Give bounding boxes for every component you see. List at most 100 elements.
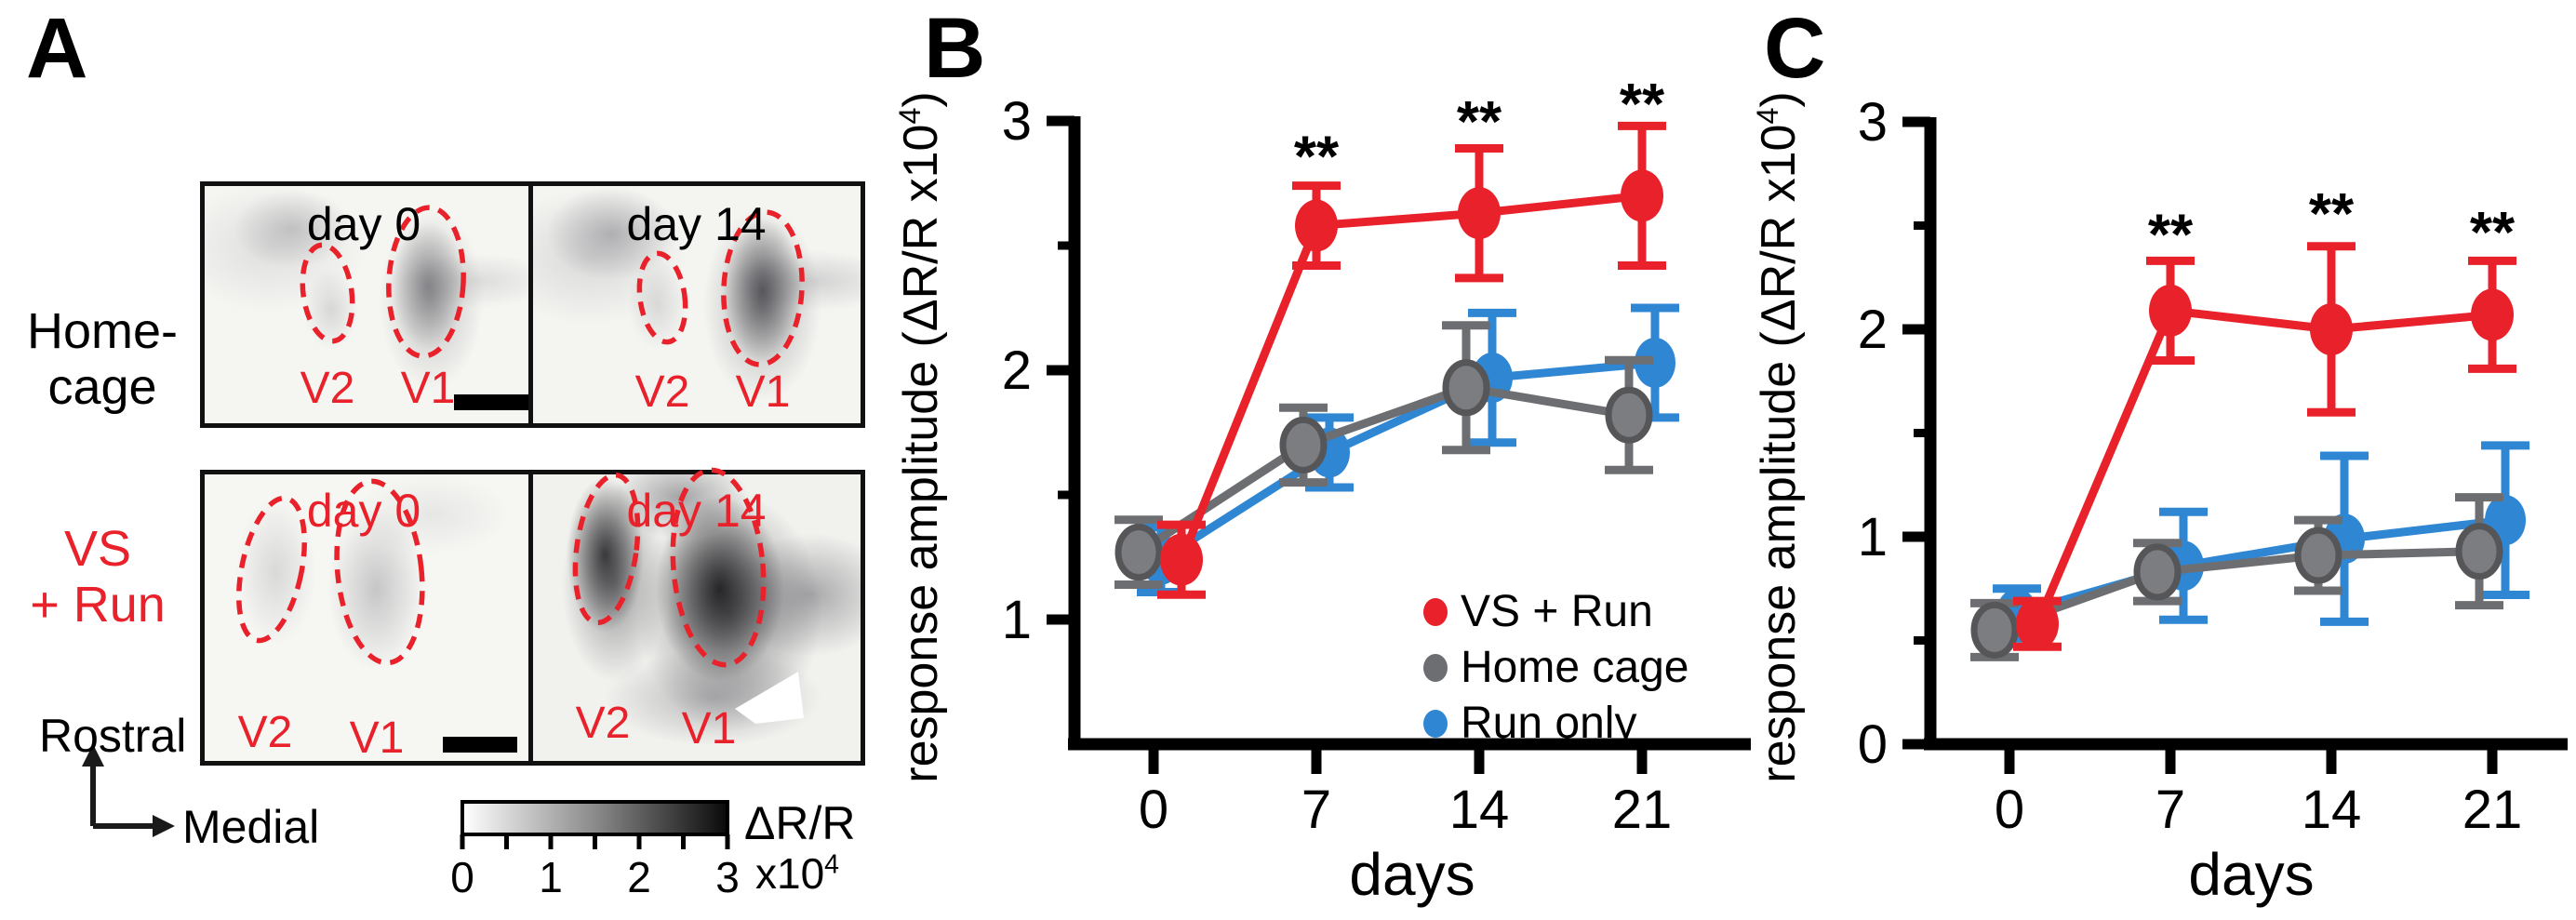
imaging-homecage-day0 [205, 186, 528, 423]
series-line-gray [1136, 383, 1630, 556]
v1-outline-ellipse [670, 467, 767, 668]
data-point-blue [1635, 337, 1675, 388]
v1-region-label: V1 [735, 367, 791, 417]
data-point-red [2310, 303, 2353, 355]
legend-item-home-cage: Home cage [1423, 642, 1688, 693]
x-tick-label: 14 [1449, 780, 1510, 840]
panel-c-letter: C [1764, 1, 1826, 96]
legend-dot-home-cage [1423, 653, 1448, 682]
vsrun-frame-divider [528, 470, 533, 766]
data-point-gray [1279, 416, 1328, 473]
legend-item-run-only: Run only [1423, 698, 1636, 749]
data-point-red [1160, 533, 1203, 586]
series-line-red [2033, 306, 2493, 626]
v2-outline-ellipse [300, 242, 355, 344]
y-title-sup: 4 [892, 107, 927, 125]
colorbar-tick-1: 1 [539, 853, 563, 901]
data-point-gray [1114, 524, 1163, 581]
x-tick-label: 21 [1612, 780, 1673, 840]
data-point-red [1458, 187, 1501, 240]
v1-region-label: V1 [400, 364, 456, 413]
v1-region-label: V1 [681, 704, 737, 753]
imaging-artifact [735, 672, 804, 724]
scale-bar [454, 394, 528, 410]
legend-dot-run-only [1423, 709, 1448, 738]
homecage-day14-label: day 14 [626, 198, 767, 250]
data-point-gray [2133, 543, 2182, 601]
panel-a-letter: A [26, 1, 88, 96]
x-tick-label: 0 [1995, 780, 2024, 840]
x-tick-label: 21 [2463, 780, 2523, 840]
homecage-row-label-line2: cage [47, 359, 157, 415]
v1-region-label: V1 [349, 713, 405, 763]
v1-outline-ellipse [386, 205, 466, 359]
vsrun-row-label-line1: VS [63, 521, 132, 577]
significance-marker: ** [1294, 126, 1340, 190]
data-point-gray [1970, 601, 2019, 659]
y-tick-label: 0 [1858, 714, 1888, 775]
y-tick-label: 1 [1002, 590, 1032, 650]
series-line-gray [1993, 547, 2480, 634]
x-tick-label: 14 [2302, 780, 2362, 840]
data-point-red [1295, 199, 1338, 252]
colorbar-tick-3: 3 [715, 853, 740, 901]
v2-region-label: V2 [575, 699, 631, 748]
data-point-red [2149, 284, 2192, 337]
y-tick-label: 1 [1858, 507, 1888, 567]
significance-marker: ** [1620, 73, 1665, 137]
scale-bar [443, 737, 517, 753]
colorbar-tick-0: 0 [450, 853, 474, 901]
colorbar-unit-label: ΔR/R [744, 797, 856, 849]
imaging-homecage-day14 [533, 186, 861, 423]
significance-marker: ** [1457, 90, 1502, 154]
x-tick-label: 0 [1139, 780, 1168, 840]
v1-outline-ellipse [721, 209, 805, 367]
homecage-row-label-line1: Home- [26, 303, 179, 359]
data-point-gray [2455, 523, 2503, 580]
vsrun-day0-label: day 0 [306, 485, 421, 537]
y-tick-label: 2 [1002, 340, 1032, 401]
homecage-frame-divider [528, 181, 533, 428]
data-point-gray [1442, 359, 1490, 417]
vsrun-row-label-line2: + Run [30, 577, 166, 633]
homecage-day0-label: day 0 [306, 198, 421, 250]
chart-b-y-axis-title: response amplitude (ΔR/R x104) [893, 91, 949, 782]
legend-label-home-cage: Home cage [1461, 643, 1689, 692]
series-line-red [1177, 191, 1643, 562]
y-title-text: response amplitude (ΔR/R x10 [1752, 124, 1807, 783]
y-tick-label: 2 [1858, 300, 1888, 360]
panel-b-letter: B [924, 1, 986, 96]
legend-item-vs-run: VS + Run [1423, 586, 1653, 637]
y-title-close: ) [1752, 91, 1807, 108]
colorbar-ticks [460, 834, 730, 849]
y-title-close: ) [894, 91, 949, 108]
legend-label-vs-run: VS + Run [1461, 587, 1653, 636]
data-point-gray [1605, 386, 1653, 444]
y-tick-label: 3 [1858, 92, 1888, 153]
chart-b-x-axis-title: days [1349, 841, 1475, 908]
y-tick-label: 3 [1002, 91, 1032, 152]
colorbar-exp-sup: 4 [824, 849, 840, 880]
v2-region-label: V2 [237, 708, 293, 757]
v2-region-label: V2 [300, 364, 355, 413]
significance-marker: ** [2148, 203, 2194, 267]
v1-outline-ellipse [334, 478, 425, 666]
series-line-blue [1158, 358, 1656, 564]
y-title-text: response amplitude (ΔR/R x10 [894, 124, 949, 783]
legend-label-run-only: Run only [1461, 699, 1637, 748]
homecage-row-label: Home- cage [23, 303, 181, 415]
x-tick-label: 7 [1301, 780, 1331, 840]
chart-c-y-axis-title: response amplitude (ΔR/R x104) [1751, 91, 1807, 782]
data-point-red [2471, 288, 2514, 341]
vsrun-row-label: VS + Run [14, 521, 181, 633]
v2-region-label: V2 [634, 367, 690, 417]
data-point-red [2016, 597, 2059, 650]
v2-outline-ellipse [572, 472, 641, 626]
data-point-red [1621, 169, 1663, 222]
significance-marker: ** [2309, 182, 2355, 247]
data-point-gray [2294, 527, 2342, 584]
colorbar-tick-2: 2 [627, 853, 651, 901]
significance-marker: ** [2470, 201, 2516, 265]
